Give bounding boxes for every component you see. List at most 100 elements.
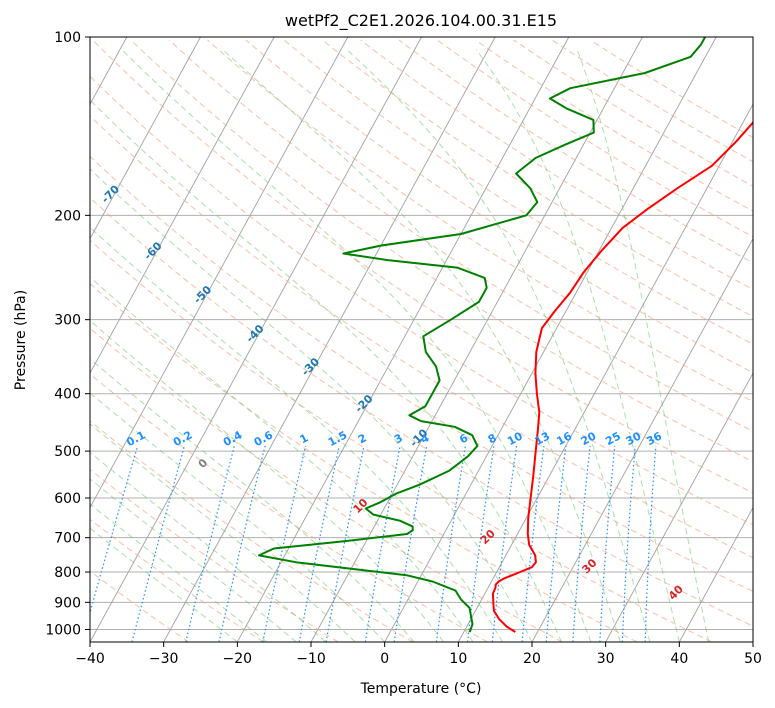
dry-adiabat-line: [551, 39, 753, 163]
moist-adiabat-line: [475, 49, 680, 642]
isotherm-line: [163, 37, 496, 642]
dry-adiabat-line: [90, 373, 488, 642]
isotherm-label: -90: [0, 94, 23, 117]
isotherm-line: [457, 103, 753, 642]
moist-adiabat-line: [90, 319, 445, 642]
moist-adiabat-line: [576, 49, 710, 642]
dry-adiabat-line: [168, 39, 753, 432]
mixing-ratio-label: 0.2: [171, 428, 194, 449]
y-tick-label: 500: [54, 444, 81, 460]
mixing-ratio-label: 13: [532, 429, 552, 448]
x-tick-label: −10: [296, 651, 326, 667]
dry-adiabat-line: [90, 518, 264, 642]
mixing-ratio-line: [644, 445, 657, 642]
dry-adiabat-line: [207, 39, 753, 403]
dry-adiabat-line: [513, 39, 753, 187]
mixing-ratio-label: 16: [554, 429, 574, 448]
moist-adiabat-line: [346, 49, 651, 642]
y-tick-label: 1000: [45, 622, 81, 638]
moist-adiabat-line: [90, 99, 562, 642]
x-tick-label: 50: [744, 651, 762, 667]
mixing-ratio-line: [185, 445, 235, 642]
plot-frame: [89, 36, 754, 643]
x-tick-label: −40: [75, 651, 105, 667]
mixing-ratio-line: [545, 445, 567, 642]
mixing-ratio-line: [298, 445, 340, 642]
mixing-ratio-label: 36: [644, 429, 664, 448]
x-tick-label: −30: [149, 651, 179, 667]
mixing-ratio-line: [90, 445, 139, 615]
mixing-ratio-line: [131, 445, 185, 642]
mixing-ratio-label: 0.6: [252, 428, 276, 449]
x-tick-label: −20: [223, 651, 253, 667]
isotherm-line: [236, 37, 570, 642]
background-lines: [90, 37, 753, 642]
isotherm-line: [678, 506, 753, 642]
x-axis: −40 −30 −20 −10 0 10 20 30 40 50: [75, 642, 762, 667]
dry-adiabat-line: [475, 39, 753, 212]
x-tick-label: 0: [380, 651, 389, 667]
mixing-ratio-label: 20: [579, 429, 599, 448]
moist-adiabat-label: 30: [579, 556, 599, 576]
moist-adiabat-line: [90, 276, 474, 642]
moist-adiabat-label: 0: [196, 456, 211, 471]
isotherm-line: [531, 237, 753, 642]
y-tick-label: 900: [54, 595, 81, 611]
moist-adiabat-line: [222, 49, 621, 642]
mixing-ratio-line: [218, 445, 266, 642]
isotherm-line: [384, 37, 717, 642]
mixing-ratio-line: [599, 445, 616, 642]
moist-adiabat-line: [90, 392, 386, 642]
mixing-ratio-line: [435, 445, 466, 642]
dry-adiabat-line: [130, 39, 753, 463]
moist-adiabat-line: [90, 168, 533, 642]
x-axis-title: Temperature (°C): [360, 681, 482, 697]
mixing-ratio-label: 30: [624, 429, 644, 448]
mixing-ratio-line: [393, 445, 428, 642]
dry-adiabat-line: [90, 115, 753, 559]
y-tick-label: 700: [54, 531, 81, 547]
isotherm-line: [90, 37, 349, 509]
x-tick-label: 20: [523, 651, 541, 667]
y-tick-label: 800: [54, 565, 81, 581]
dry-adiabat-line: [92, 39, 753, 494]
y-axis-title: Pressure (hPa): [13, 290, 29, 390]
moist-adiabat-line: [90, 358, 415, 642]
moist-adiabat-line: [121, 49, 592, 642]
mixing-ratio-line: [325, 445, 365, 642]
y-tick-label: 100: [54, 30, 81, 46]
isotherm-label: -80: [48, 140, 71, 163]
x-tick-label: 30: [597, 651, 615, 667]
dry-adiabat-line: [321, 39, 753, 318]
dry-adiabat-line: [283, 39, 753, 345]
mixing-ratio-line: [364, 445, 401, 642]
temperature-profile-line: [491, 120, 753, 633]
moist-adiabat-line: [90, 503, 268, 642]
moist-adiabat-line: [90, 451, 327, 642]
dry-adiabat-line: [90, 239, 712, 642]
y-axis: 1000 900 800 700 600 500 400 300 200 100: [45, 30, 90, 638]
mixing-ratio-line: [572, 445, 591, 642]
isotherm-line: [90, 37, 275, 375]
dry-adiabat-line: [90, 75, 753, 526]
moist-adiabat-line: [90, 423, 356, 642]
x-tick-label: 10: [449, 651, 467, 667]
dewpoint-profile-line: [258, 37, 706, 633]
mixing-ratio-label: 10: [505, 429, 525, 448]
dry-adiabat-line: [90, 327, 563, 642]
mixing-ratio-line: [621, 445, 636, 642]
y-tick-label: 200: [54, 208, 81, 224]
dry-adiabat-line: [90, 197, 753, 627]
y-tick-label: 400: [54, 387, 81, 403]
dry-adiabat-line: [360, 39, 753, 290]
mixing-ratio-line: [521, 445, 545, 642]
mixing-ratio-label: 0.1: [124, 428, 147, 449]
moist-adiabat-label: 20: [478, 527, 498, 547]
mixing-ratio-line: [262, 445, 307, 642]
mixing-ratio-label: 3: [392, 431, 405, 446]
mixing-ratio-line: [491, 445, 518, 642]
x-tick-label: 40: [670, 651, 688, 667]
y-tick-label: 300: [54, 313, 81, 329]
isotherm-line: [605, 372, 753, 642]
